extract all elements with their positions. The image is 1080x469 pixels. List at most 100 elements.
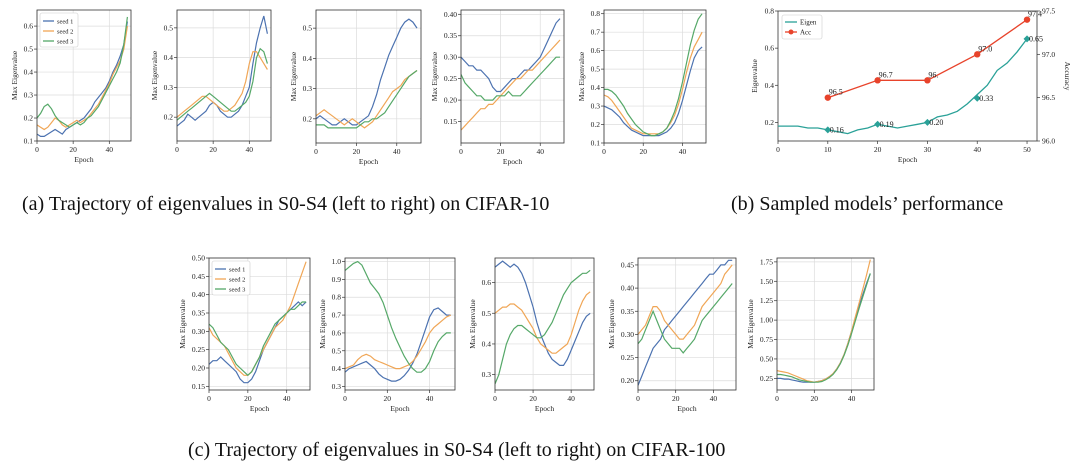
y-tick-label: 0.6 [482, 278, 492, 287]
legend: Eigen Acc [781, 14, 823, 40]
y-axis-label: Max Eigenvalue [468, 299, 477, 349]
acc-data-label: 97.4 [1028, 10, 1042, 19]
y-tick-label: 0.8 [765, 7, 775, 16]
y-right-axis-label: Accuracy [1063, 62, 1072, 91]
y-tick-label: 1.25 [760, 296, 773, 305]
series-line-Eigen [778, 38, 1028, 135]
series-line-seed-2 [638, 264, 733, 340]
x-axis-label: Epoch [535, 404, 554, 413]
x-axis-label: Epoch [898, 155, 917, 164]
y-tick-label: 0.3 [591, 102, 601, 111]
acc-marker [1023, 16, 1031, 23]
y-tick-label: 0.7 [591, 28, 601, 37]
y-tick-label: 0.2 [24, 114, 34, 123]
eigen-marker [874, 120, 882, 128]
series-line-seed-2 [177, 51, 268, 118]
plot-area [604, 10, 706, 143]
eigen-data-label: 0.19 [880, 120, 894, 129]
y-tick-label: 1.50 [760, 277, 773, 286]
y-axis-label: Max Eigenvalue [607, 299, 616, 349]
y-axis-label: Max Eigenvalue [746, 299, 755, 349]
y-tick-label: 0.25 [621, 353, 634, 362]
y-tick-label: 0.4 [591, 83, 601, 92]
y-tick-label: 0.6 [591, 46, 601, 55]
y-tick-label: 0.2 [765, 118, 775, 127]
x-tick-label: 40 [106, 145, 114, 154]
axes-frame [637, 257, 737, 391]
eigen-marker [973, 94, 981, 102]
eigen-marker [1023, 35, 1031, 43]
y-tick-label: 0.50 [760, 354, 773, 363]
chart-cifar10-s1: 0 20 40 0.2 0.3 0.4 0.5 Max Eigenvalue [150, 9, 272, 154]
legend-label: seed 1 [57, 19, 73, 26]
chart-cifar100-s2: 0 20 40 0.3 0.4 0.5 0.6 Epoch Max Eigenvalue [468, 257, 595, 413]
x-tick-label: 10 [824, 145, 832, 154]
eigen-data-label: 0.33 [979, 94, 993, 103]
y-tick-label: 0.4 [164, 53, 174, 62]
y-tick-label: 0.25 [444, 74, 457, 83]
acc-data-label: 96. [928, 70, 938, 79]
x-tick-label: 0 [35, 145, 39, 154]
plot-area [495, 258, 594, 390]
y-axis-label: Max Eigenvalue [430, 51, 439, 101]
legend-label: seed 2 [229, 277, 245, 284]
series-line-seed-2 [495, 291, 591, 354]
y-axis-label: Max Eigenvalue [577, 51, 586, 101]
y-tick-label: 0.20 [192, 364, 205, 373]
series-line-seed-1 [638, 259, 733, 386]
y-axis-label: Max Eigenvalue [150, 50, 159, 100]
eigen-marker [923, 118, 931, 126]
axes-frame [494, 257, 595, 391]
series-line-seed-1 [345, 307, 451, 382]
eigen-data-label: 0.16 [830, 125, 844, 134]
x-tick-label: 20 [811, 394, 819, 403]
x-tick-label: 40 [848, 394, 856, 403]
legend: seed 1 seed 2 seed 3 [39, 12, 79, 48]
chart-cifar10-s0: 0 20 40 0.1 0.2 0.3 0.4 0.5 0.6 Epoch Max Eigenval… [10, 9, 132, 164]
x-tick-label: 0 [175, 145, 179, 154]
legend-marker [788, 29, 794, 35]
x-tick-label: 0 [207, 394, 211, 403]
x-tick-label: 0 [314, 147, 318, 156]
series-line-seed-1 [316, 18, 418, 126]
chart-cifar100-s1: 0 20 40 0.3 0.4 0.5 0.6 0.7 0.8 0.9 1.0 Epoch Max Ei… [318, 257, 456, 413]
y-axis-label: Max Eigenvalue [10, 50, 19, 100]
eigen-data-label: 0.20 [929, 118, 943, 127]
caption-cifar10: (a) Trajectory of eigenvalues in S0-S4 (… [22, 193, 550, 215]
axes-frame [460, 9, 565, 144]
y-tick-label: 0.4 [765, 81, 775, 90]
x-axis-label: Epoch [503, 157, 522, 166]
x-tick-label: 20 [497, 147, 505, 156]
chart-cifar100-s3: 0 20 40 0.20 0.25 0.30 0.35 0.40 0.45 Epoch Max Ei… [607, 257, 737, 413]
y-tick-label: 0.45 [192, 272, 205, 281]
y-tick-label: 0.2 [303, 114, 313, 123]
y-axis-label: Max Eigenvalue [289, 51, 298, 101]
x-tick-label: 40 [679, 147, 687, 156]
x-tick-label: 20 [639, 147, 647, 156]
y-tick-label: 0.5 [591, 65, 601, 74]
x-tick-label: 20 [384, 394, 392, 403]
series-line-seed-3 [495, 269, 591, 385]
y-tick-label: 0.5 [24, 45, 34, 54]
y-right-tick-label: 96.0 [1042, 137, 1055, 146]
chart-cifar100-s0: 0 20 40 0.15 0.20 0.25 0.30 0.35 0.40 0.45 0.50 Epo… [178, 254, 311, 413]
y-tick-label: 0.40 [192, 290, 205, 299]
y-tick-label: 0.3 [303, 84, 313, 93]
plot-area [638, 258, 736, 390]
x-tick-label: 0 [775, 394, 779, 403]
y-tick-label: 0.5 [303, 24, 313, 33]
y-tick-label: 1.75 [760, 257, 773, 266]
series-line-seed-3 [604, 13, 703, 137]
x-tick-label: 50 [1023, 145, 1031, 154]
x-tick-label: 40 [973, 145, 981, 154]
x-tick-label: 0 [343, 394, 347, 403]
x-tick-label: 30 [924, 145, 932, 154]
y-tick-label: 0.4 [24, 68, 34, 77]
y-tick-label: 0.35 [621, 307, 634, 316]
y-tick-label: 0.75 [760, 335, 773, 344]
y-tick-label: 0.40 [621, 284, 634, 293]
y-tick-label: 0.25 [760, 374, 773, 383]
axes-frame [344, 257, 456, 391]
y-tick-label: 0.8 [591, 9, 601, 18]
